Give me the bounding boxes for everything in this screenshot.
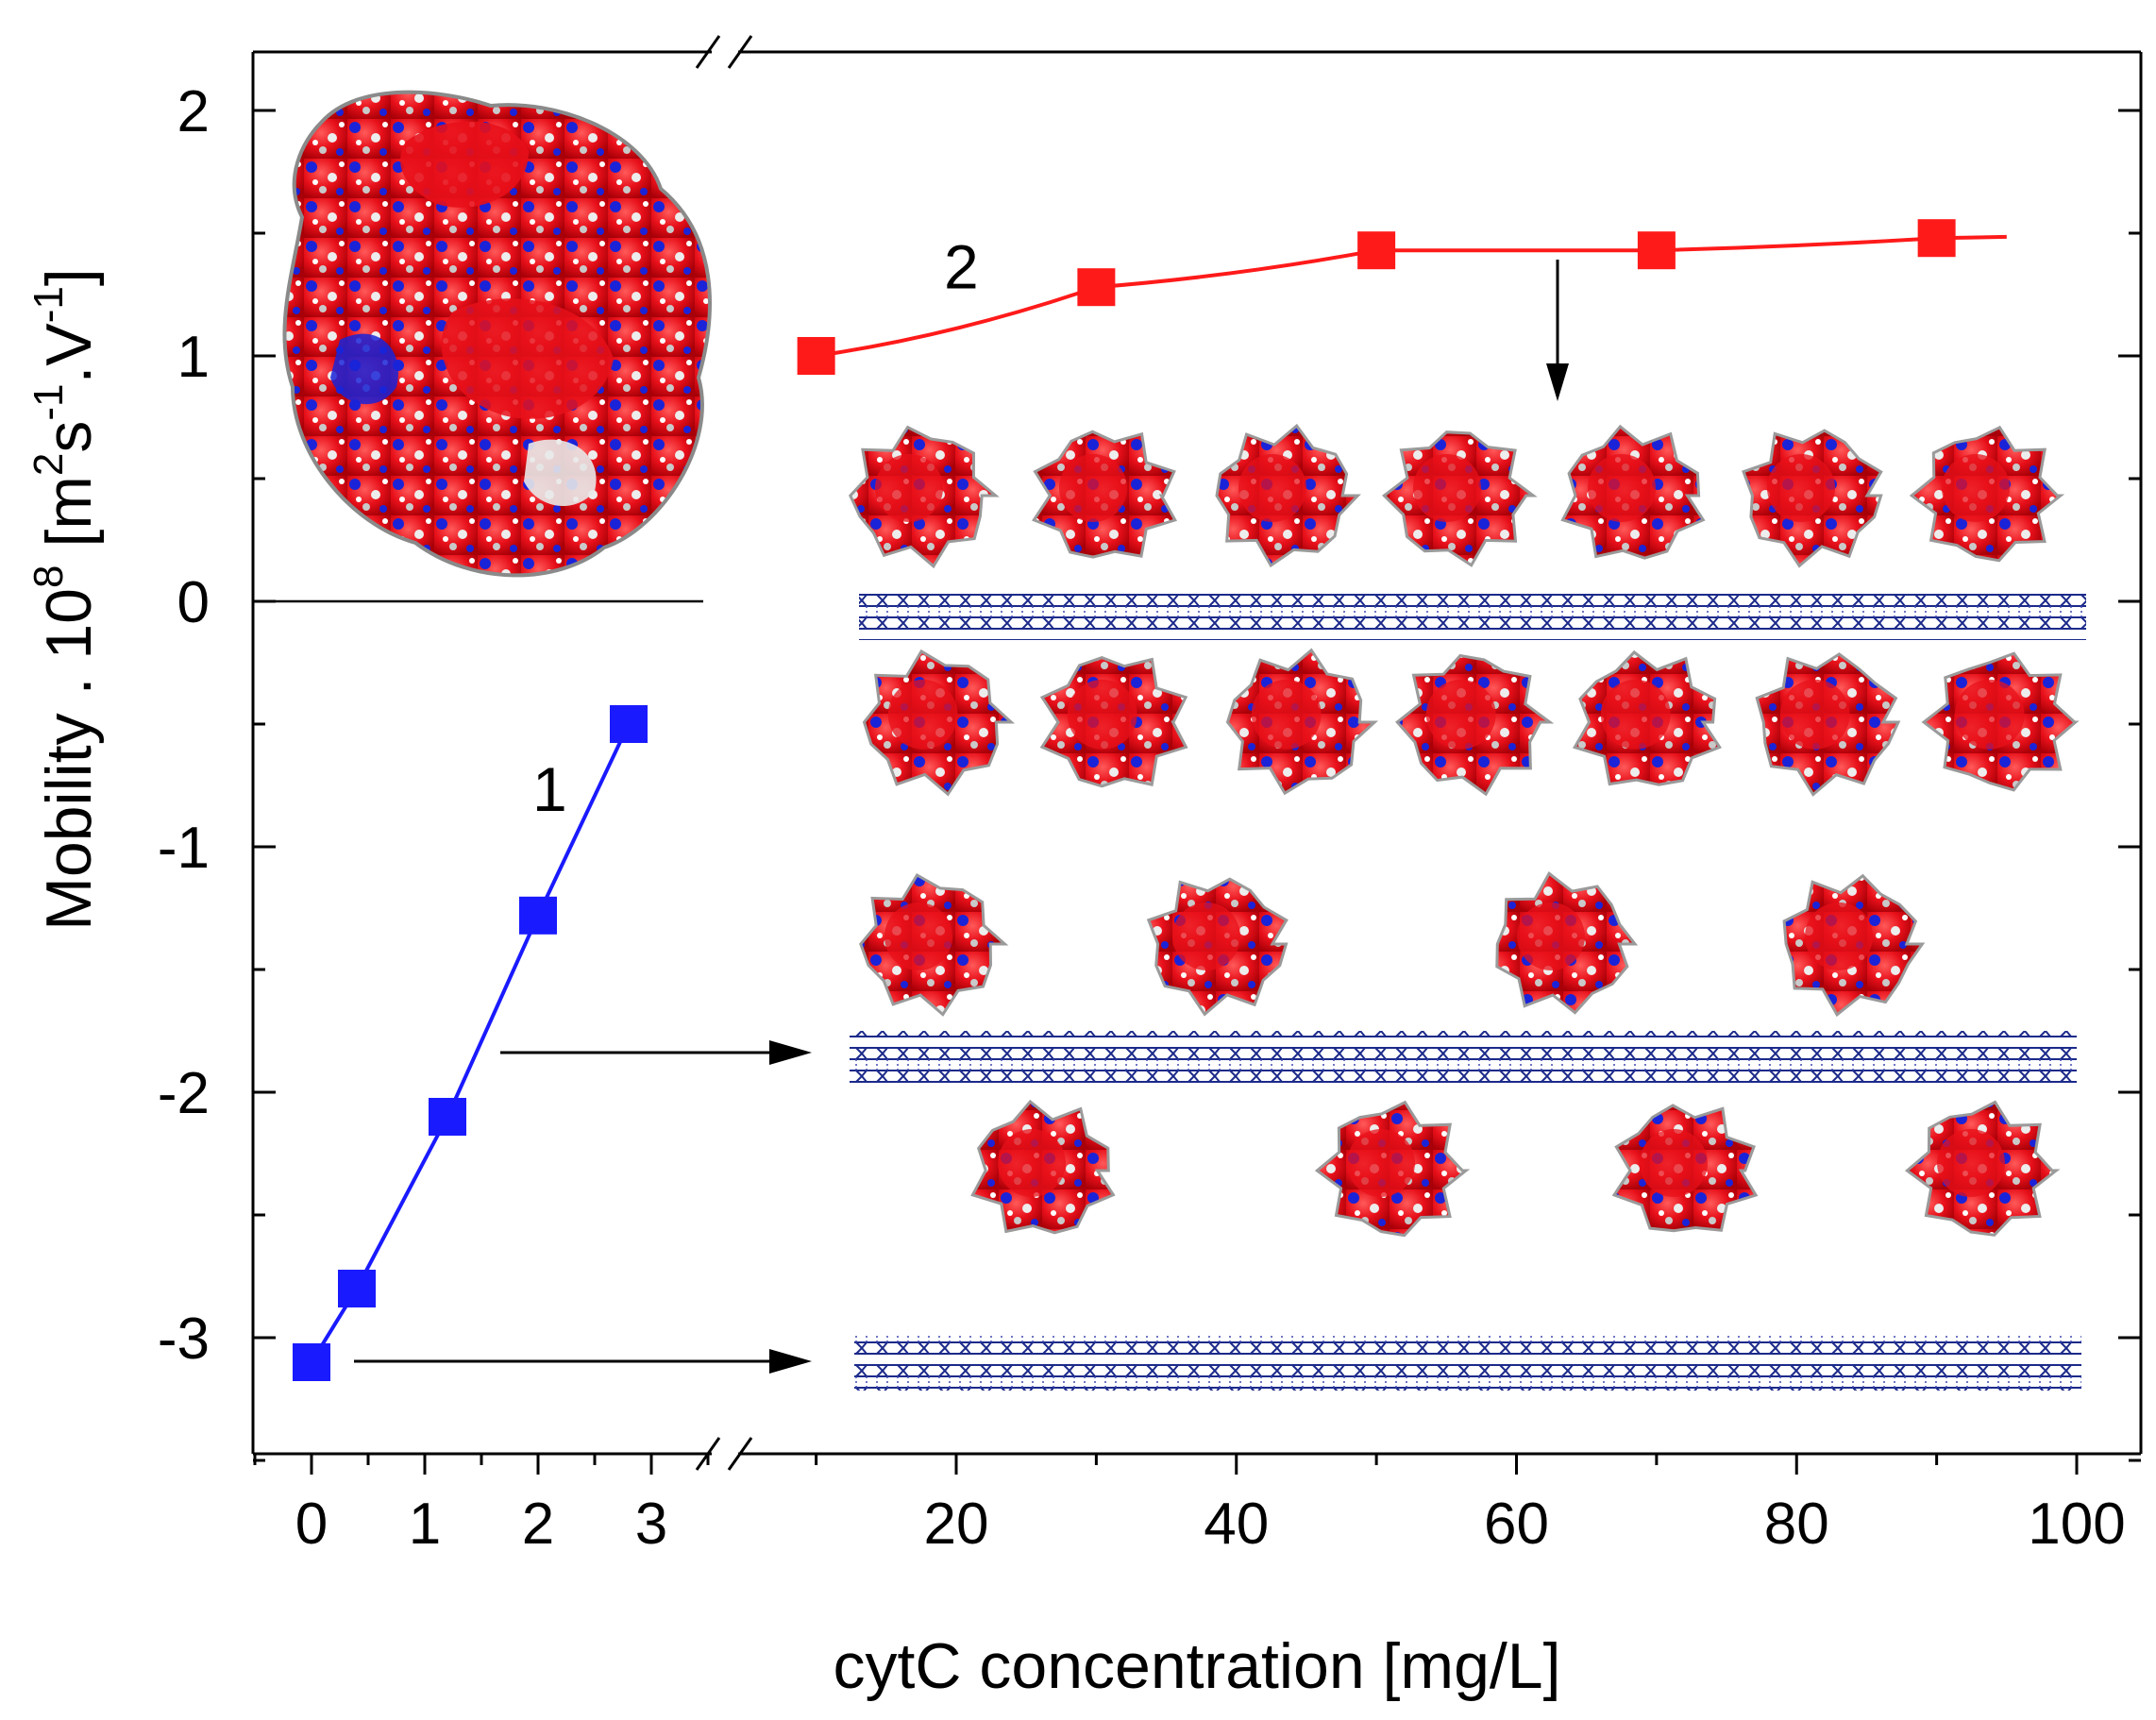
- axis-break-top: [695, 35, 753, 69]
- protein-middle-lower-3: [1611, 1104, 1759, 1233]
- y-tick-label: 1: [177, 325, 210, 390]
- x-tick-label: 80: [1764, 1492, 1829, 1557]
- y-axis-title-unit-close: ]: [33, 268, 105, 286]
- arrow-series-1-low: [354, 1349, 812, 1374]
- series-2-marker: [797, 337, 835, 375]
- protein-upper-2: [1032, 430, 1178, 559]
- series-2-label: 2: [944, 231, 979, 301]
- x-tick-label: 100: [2028, 1492, 2125, 1557]
- x-tick-label: 20: [924, 1492, 989, 1557]
- series-1-label: 1: [532, 754, 567, 824]
- protein-upper-4: [1382, 430, 1538, 567]
- series-2-marker: [1077, 268, 1116, 307]
- x-axis-ticks: 0 1 2 3 20 40 60 80 100: [253, 1454, 2126, 1557]
- y-axis-title: Mobility . 108 [m2s-1.V-1]: [25, 268, 105, 931]
- series-2-line: [816, 234, 2007, 358]
- x-tick-label: 60: [1484, 1492, 1549, 1557]
- series-1-marker: [338, 1270, 376, 1307]
- x-tick-label: 1: [409, 1492, 441, 1557]
- protein-middle-upper-1: [859, 872, 1009, 1017]
- protein-middle-upper-4: [1782, 873, 1926, 1018]
- protein-lower-7: [1921, 651, 2080, 792]
- x-tick-label: 2: [522, 1492, 554, 1557]
- series-1-marker: [519, 896, 557, 935]
- protein-inset-large: [282, 90, 712, 578]
- y-axis-title-unit-mid2: .V: [33, 323, 105, 384]
- y-tick-label: 0: [177, 570, 210, 635]
- x-tick-label: 0: [295, 1492, 328, 1557]
- protein-middle-lower-1: [970, 1099, 1116, 1235]
- protein-lower-2: [1039, 656, 1188, 788]
- series-1-marker: [610, 705, 648, 743]
- protein-lower-4: [1395, 653, 1555, 797]
- y-axis-title-unit-open: [m: [33, 476, 105, 565]
- series-2-marker: [1637, 231, 1676, 270]
- y-axis-title-unit-sup3: -1: [25, 286, 72, 323]
- protein-middle-lower-4: [1904, 1100, 2061, 1237]
- x-axis-title: cytC concentration [mg/L]: [833, 1630, 1560, 1702]
- protein-upper-5: [1560, 424, 1706, 560]
- x-tick-label: 40: [1204, 1492, 1269, 1557]
- protein-upper-6: [1742, 429, 1883, 568]
- y-axis-ticks: 2 1 0 -1 -2 -3: [158, 79, 2141, 1462]
- y-axis-title-unit-sup2: -1: [25, 383, 72, 420]
- arrow-series-2-down: [1546, 260, 1569, 401]
- x-tick-label: 3: [635, 1492, 667, 1557]
- protein-middle-lower-2: [1314, 1100, 1471, 1238]
- protein-middle-upper-2: [1146, 877, 1289, 1017]
- protein-upper-7: [1909, 425, 2065, 563]
- arrow-series-1-mid: [500, 1040, 812, 1065]
- series-1-marker: [293, 1343, 330, 1381]
- series-1-line: [310, 723, 631, 1364]
- annotation-arrows: [354, 260, 1569, 1374]
- series-1-marker: [429, 1098, 466, 1136]
- graphene-sheet-upper: [859, 585, 2086, 640]
- y-tick-label: -3: [158, 1307, 210, 1372]
- y-axis-title-unit-sup1: 2: [25, 453, 72, 476]
- protein-middle-upper-3: [1495, 871, 1639, 1015]
- protein-lower-6: [1755, 652, 1901, 797]
- y-axis-title-main: Mobility . 10: [33, 588, 105, 931]
- protein-lower-3: [1225, 648, 1379, 796]
- protein-upper-1: [849, 425, 1000, 569]
- y-tick-label: -2: [158, 1061, 210, 1126]
- protein-lower-1: [862, 649, 1016, 797]
- series-layer: 12: [293, 219, 2007, 1381]
- y-tick-label: -1: [158, 816, 210, 881]
- protein-upper-3: [1215, 423, 1361, 568]
- graphene-sheet-bottom: [854, 1336, 2081, 1391]
- graphene-sheet-middle: [850, 1031, 2077, 1086]
- y-axis-title-unit-mid: s: [33, 421, 105, 453]
- y-tick-label: 2: [177, 79, 210, 144]
- series-2-marker: [1917, 219, 1956, 258]
- series-2-marker: [1357, 231, 1396, 270]
- protein-lower-5: [1572, 649, 1722, 786]
- y-axis-title-exp: 8: [25, 565, 72, 588]
- adsorption-illustration: [849, 423, 2086, 1391]
